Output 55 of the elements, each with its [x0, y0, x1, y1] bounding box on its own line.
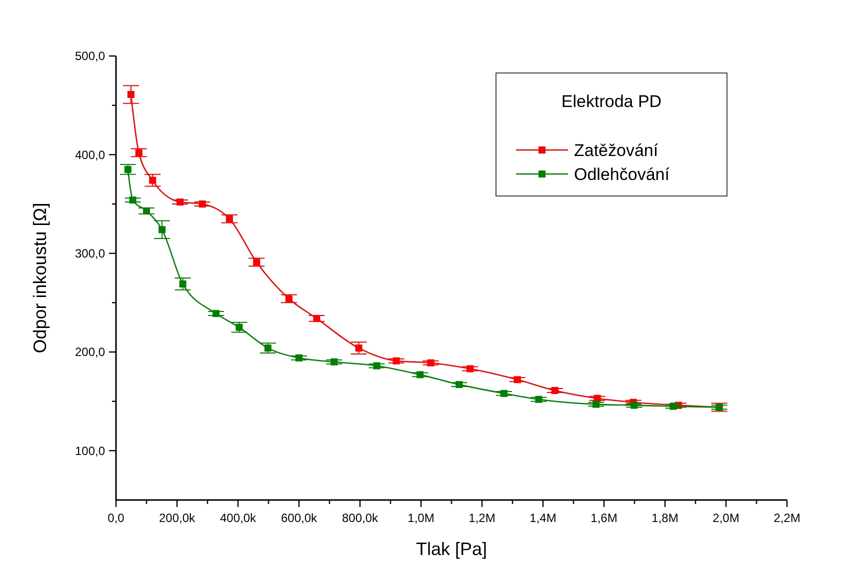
x-tick-label: 200,0k [158, 511, 196, 525]
point [313, 314, 320, 322]
point [416, 371, 424, 378]
x-tick-label: 800,0k [342, 511, 380, 525]
point [198, 200, 206, 208]
point [149, 176, 156, 184]
point [670, 402, 677, 410]
point [466, 365, 474, 372]
y-tick-label: 500,0 [74, 49, 106, 64]
x-tick-label: 1,4M [530, 511, 556, 525]
point [330, 358, 338, 366]
point [127, 90, 134, 98]
x-tick-label: 0,0 [108, 511, 125, 525]
point [253, 258, 260, 266]
point [500, 390, 508, 397]
legend-label: Odlehčování [574, 164, 670, 184]
y-axis-title: Odpor inkoustu [Ω] [30, 202, 50, 354]
x-tick-label: 600,0k [280, 511, 318, 525]
legend-title: Elektroda PD [561, 92, 662, 111]
point [135, 149, 142, 156]
y-tick-label: 100,0 [74, 444, 106, 458]
x-tick-label: 400,0k [220, 511, 258, 525]
x-tick-label: 1,6M [590, 511, 618, 525]
point [176, 198, 184, 206]
point [212, 310, 220, 318]
point [373, 362, 380, 370]
point [285, 295, 292, 302]
point [427, 359, 434, 366]
x-tick-label: 1,2M [468, 511, 496, 525]
x-tick-label: 2,0M [712, 511, 740, 525]
point [264, 344, 272, 352]
point [129, 196, 136, 204]
x-tick-label: 2,2M [774, 511, 800, 525]
y-tick-label: 200,0 [74, 345, 106, 360]
point [535, 396, 542, 403]
point [592, 400, 600, 408]
point [630, 402, 638, 409]
y-tick-label: 400,0 [74, 148, 106, 162]
legend-label: Zatěžování [574, 140, 658, 160]
x-axis-title: Tlak [Pa] [416, 539, 488, 559]
point [551, 386, 558, 394]
point [236, 324, 243, 331]
y-tick-label: 300,0 [74, 246, 106, 261]
x-tick-label: 1,0M [408, 511, 434, 525]
point [143, 207, 150, 214]
point [355, 344, 362, 352]
point [296, 354, 302, 362]
point [124, 166, 132, 173]
point [514, 376, 521, 384]
point [226, 215, 233, 222]
point [179, 280, 186, 288]
point [158, 226, 166, 234]
point [392, 357, 400, 364]
point [456, 381, 463, 388]
x-tick-label: 1,8M [652, 511, 678, 525]
